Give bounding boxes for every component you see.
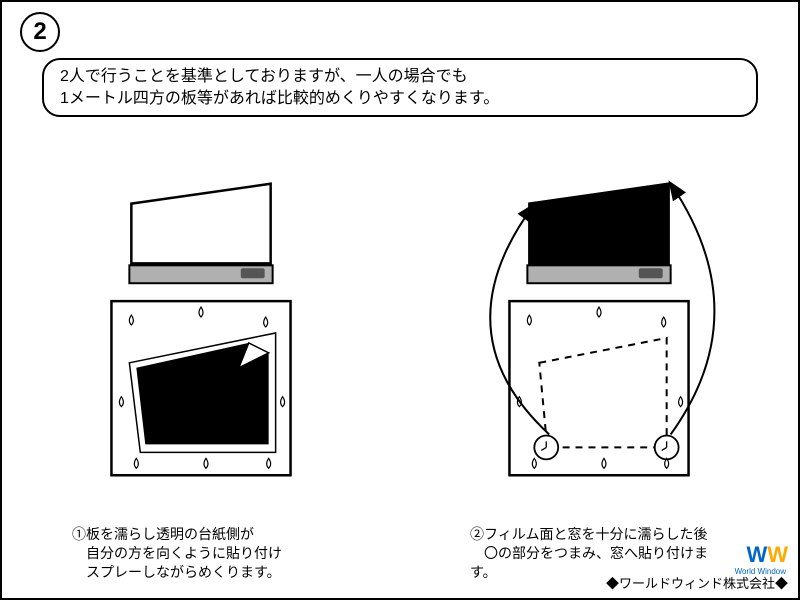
panel-left: ①板を濡らし透明の台紙側が 自分の方を向くように貼り付け スプレーしながらめくり… xyxy=(2,128,400,528)
tip-banner: 2人で行うことを基準としておりますが、一人の場合でも 1メートル四方の板等があれ… xyxy=(42,58,758,117)
car-window-outline xyxy=(131,184,270,264)
footer-company: ◆ワールドウィンド株式会社◆ xyxy=(606,573,788,592)
panel-right-illustration xyxy=(400,128,798,528)
tip-line-2: 1メートル四方の板等があれば比較的めくりやすくなります。 xyxy=(60,88,740,110)
step-number: 2 xyxy=(33,18,46,46)
tip-line-1: 2人で行うことを基準としておりますが、一人の場合でも xyxy=(60,66,740,88)
step-number-badge: 2 xyxy=(20,12,60,52)
panel-left-caption: ①板を濡らし透明の台紙側が 自分の方を向くように貼り付け スプレーしながらめくり… xyxy=(2,525,400,582)
logo-w2: W xyxy=(767,542,786,568)
panel-right: ②フィルム面と窓を十分に濡らした後 〇の部分をつまみ、窓へ貼り付けます。 xyxy=(400,128,798,528)
panel-left-illustration xyxy=(2,128,400,528)
door-handle xyxy=(639,268,663,278)
door-handle xyxy=(241,268,265,278)
panels-row: ①板を濡らし透明の台紙側が 自分の方を向くように貼り付け スプレーしながらめくり… xyxy=(2,128,798,528)
logo-w1: W xyxy=(746,542,765,568)
footer-logo: W W World Window xyxy=(746,542,786,568)
car-window-filled xyxy=(529,184,668,264)
